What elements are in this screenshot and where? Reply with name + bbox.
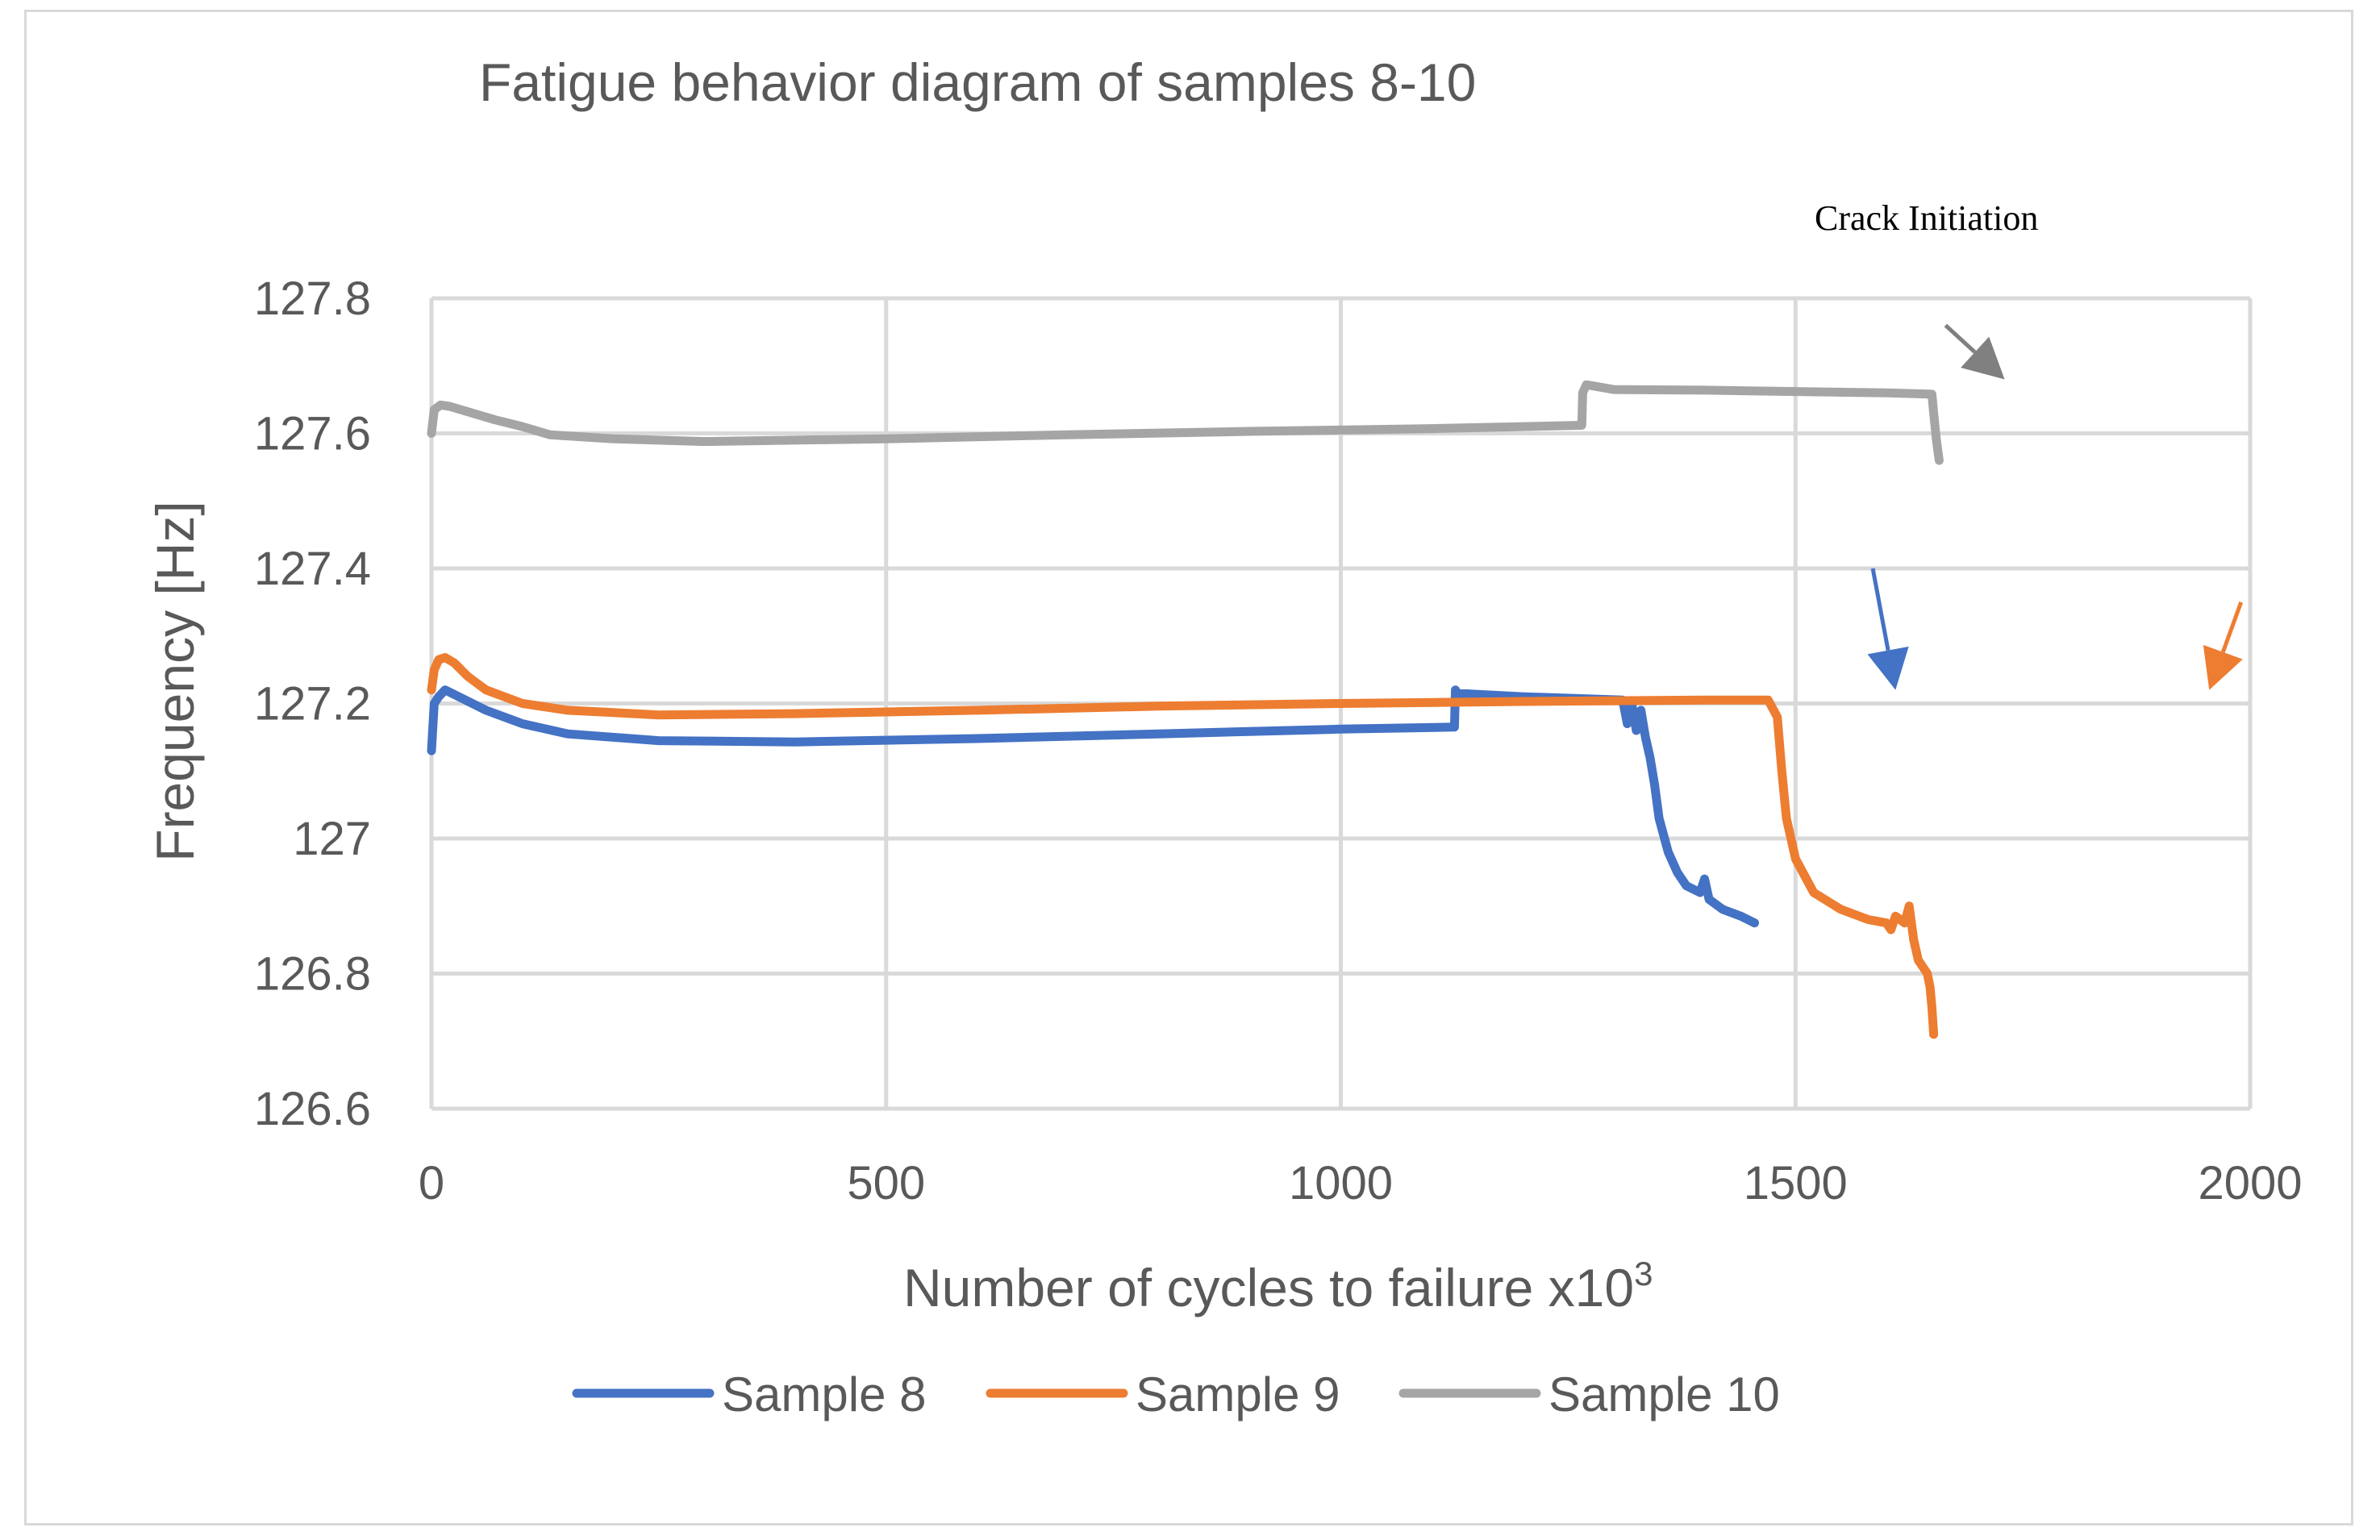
x-axis-title-main: Number of cycles to failure x10 (903, 1258, 1634, 1317)
x-tick-label: 0 (419, 1157, 444, 1209)
arrow-shaft-sample-8 (1870, 568, 1890, 651)
x-axis-title: Number of cycles to failure x103 (903, 1255, 1653, 1317)
x-tick-label: 500 (847, 1157, 925, 1209)
series-line-sample-8 (427, 685, 1759, 928)
legend-label-sample-8: Sample 8 (722, 1367, 926, 1421)
arrow-head-sample-8 (1867, 646, 1909, 690)
arrow-head-sample-9 (2203, 644, 2243, 690)
x-tick-label: 2000 (2198, 1157, 2302, 1209)
series-line-sample-10 (427, 380, 1944, 465)
x-tick-label: 1500 (1744, 1157, 1848, 1209)
arrow-head-sample-10 (1961, 336, 2005, 380)
y-tick-label: 127.4 (254, 543, 371, 595)
arrow-shaft-sample-10 (1944, 323, 1977, 354)
arrow-layer (1867, 323, 2244, 690)
legend-label-sample-9: Sample 9 (1136, 1367, 1340, 1421)
x-tick-label: 1000 (1289, 1157, 1393, 1209)
chart-title: Fatigue behavior diagram of samples 8-10 (479, 52, 1476, 112)
y-tick-label: 127 (293, 813, 371, 865)
series-layer (427, 380, 1944, 1039)
y-tick-label: 127.6 (254, 408, 371, 460)
y-tick-label: 126.6 (254, 1083, 371, 1135)
y-tick-label: 126.8 (254, 948, 371, 1001)
legend-label-sample-10: Sample 10 (1548, 1367, 1780, 1421)
x-tick-labels: 0 500 1000 1500 2000 (419, 1157, 2303, 1209)
arrow-shaft-sample-9 (2220, 601, 2244, 653)
legend: Sample 8 Sample 9 Sample 10 (572, 1367, 1780, 1421)
y-axis-title: Frequency [Hz] (145, 501, 205, 862)
chart-frame (24, 10, 2353, 1525)
x-axis-title-superscript: 3 (1634, 1255, 1653, 1292)
crack-initiation-annotation: Crack Initiation (1815, 198, 2038, 238)
series-line-sample-9 (427, 653, 1939, 1039)
y-tick-label: 127.2 (254, 678, 371, 730)
y-tick-label: 127.8 (254, 273, 371, 325)
y-tick-labels: 126.6 126.8 127 127.2 127.4 127.6 127.8 (254, 273, 371, 1135)
